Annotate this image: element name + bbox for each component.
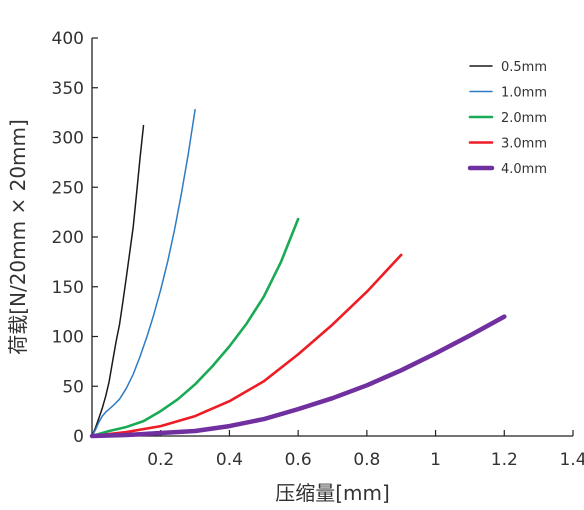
series-line-0-5mm [91,124,145,437]
chart-legend: 0.5mm 1.0mm 2.0mm 3.0mm 4.0mm [467,60,547,177]
chart-ticks: 0 50 100 150 200 250 300 350 400 0.2 0.4 0.6 0.8 1 1.2… [52,29,584,470]
chart-series [89,108,507,439]
x-tick-label: 0.2 [147,450,174,470]
x-tick-label: 0.8 [353,450,380,470]
y-tick-label: 350 [52,79,84,99]
y-tick-label: 300 [52,129,84,149]
y-tick-label: 100 [52,328,84,348]
x-tick-label: 1 [430,450,441,470]
x-axis-title: 压缩量[mm] [275,481,390,505]
series-line-4-0mm [89,314,507,439]
x-tick-label: 0.6 [285,450,312,470]
x-tick-label: 0.4 [216,450,243,470]
x-tick-label: 1.4 [559,450,584,470]
series-line-3-0mm [90,253,403,438]
legend-label: 0.5mm [501,60,547,75]
y-tick-label: 150 [52,278,84,298]
y-tick-label: 400 [52,29,84,49]
series-line-1-0mm [91,108,196,437]
y-tick-label: 250 [52,178,84,198]
legend-label: 1.0mm [501,86,547,101]
x-tick-label: 1.2 [491,450,518,470]
y-axis-title: 荷载[N/20mm × 20mm] [6,119,30,355]
y-tick-label: 50 [62,377,84,397]
legend-label: 4.0mm [501,162,547,177]
legend-label: 2.0mm [501,111,547,126]
y-tick-label: 0 [73,427,84,447]
legend-label: 3.0mm [501,137,547,152]
series-line-2-0mm [90,217,300,438]
y-tick-label: 200 [52,228,84,248]
